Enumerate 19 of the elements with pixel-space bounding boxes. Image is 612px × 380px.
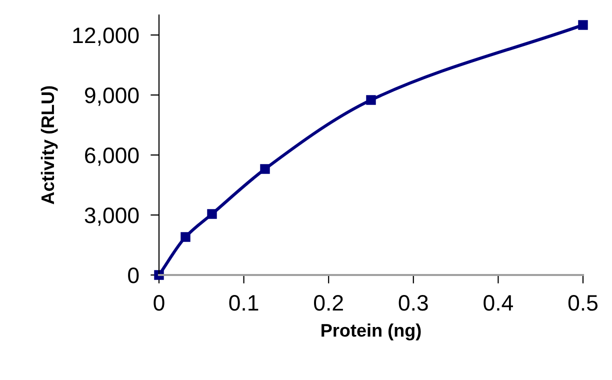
x-axis-title: Protein (ng) [322, 323, 421, 340]
point [207, 209, 217, 219]
x-tick-label: 0.1 [229, 295, 258, 311]
point [260, 164, 270, 174]
point [366, 95, 376, 105]
y-tick-label: 0 [128, 268, 139, 284]
y-tick-label: 9,000 [84, 88, 139, 106]
point [154, 270, 164, 280]
y-tick-label: 3,000 [84, 208, 139, 226]
point [578, 20, 588, 30]
y-tick-label: 6,000 [85, 148, 139, 166]
y-axis-title: Activity (RLU) [40, 86, 58, 204]
point [180, 232, 190, 242]
x-tick-label: 0.4 [484, 295, 513, 311]
y-tick-label: 12,000 [73, 28, 139, 46]
x-tick-label: 0.2 [314, 295, 343, 311]
x-tick-label: 0.5 [568, 295, 598, 311]
x-tick-label: 0.3 [398, 295, 428, 311]
x-tick-label: 0 [154, 295, 164, 311]
